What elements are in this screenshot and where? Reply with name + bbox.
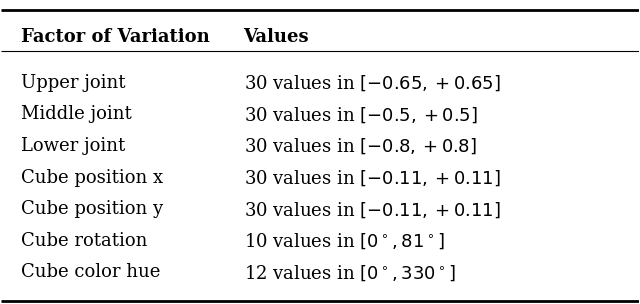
Text: Cube position y: Cube position y [20,200,163,218]
Text: 30 values in $[-0.65, +0.65]$: 30 values in $[-0.65, +0.65]$ [244,74,500,93]
Text: Values: Values [244,29,309,47]
Text: Upper joint: Upper joint [20,74,125,92]
Text: 30 values in $[-0.11, +0.11]$: 30 values in $[-0.11, +0.11]$ [244,200,500,220]
Text: 30 values in $[-0.5, +0.5]$: 30 values in $[-0.5, +0.5]$ [244,105,477,125]
Text: 10 values in $[0^\circ, 81^\circ]$: 10 values in $[0^\circ, 81^\circ]$ [244,232,444,251]
Text: Cube position x: Cube position x [20,168,163,187]
Text: Cube rotation: Cube rotation [20,232,147,250]
Text: Middle joint: Middle joint [20,105,131,123]
Text: Lower joint: Lower joint [20,137,125,155]
Text: 12 values in $[0^\circ, 330^\circ]$: 12 values in $[0^\circ, 330^\circ]$ [244,264,456,283]
Text: 30 values in $[-0.8, +0.8]$: 30 values in $[-0.8, +0.8]$ [244,137,476,157]
Text: Factor of Variation: Factor of Variation [20,29,209,47]
Text: Cube color hue: Cube color hue [20,264,160,282]
Text: 30 values in $[-0.11, +0.11]$: 30 values in $[-0.11, +0.11]$ [244,168,500,188]
